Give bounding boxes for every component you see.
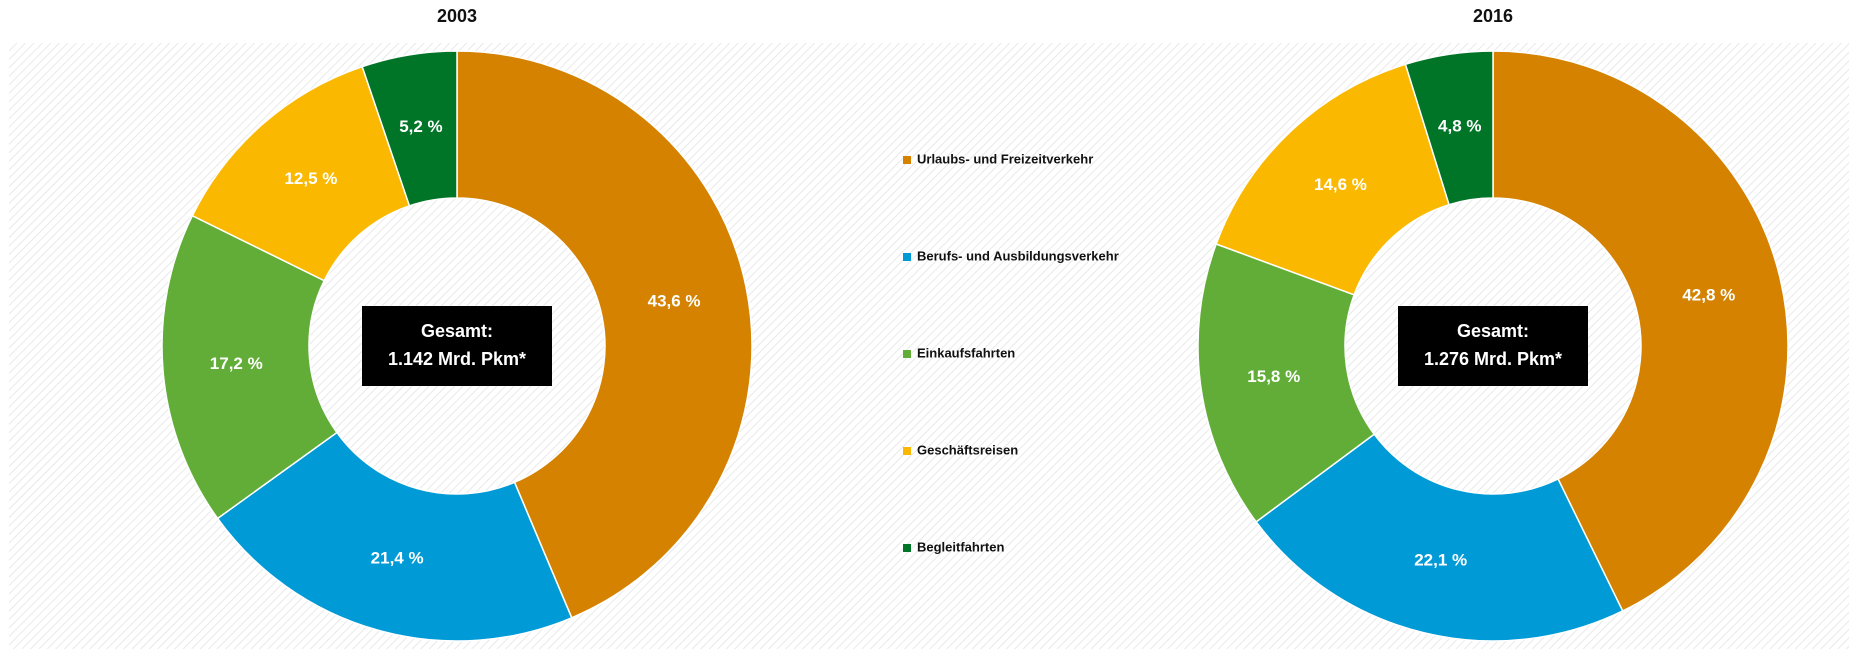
center-label: Gesamt: (1457, 321, 1529, 341)
value-label: 42,8 % (1682, 286, 1735, 305)
legend-label: Urlaubs- und Freizeitverkehr (917, 151, 1093, 166)
legend-label: Geschäftsreisen (917, 442, 1018, 457)
value-label: 4,8 % (1438, 116, 1481, 135)
value-label: 15,8 % (1247, 367, 1300, 386)
chart-title: 2003 (437, 6, 477, 26)
donut-slice (1255, 433, 1624, 642)
value-label: 17,2 % (210, 354, 263, 373)
donut-slice (1197, 243, 1376, 523)
donut-slice (1492, 50, 1789, 612)
donut-slice (456, 50, 753, 619)
legend-label: Berufs- und Ausbildungsverkehr (917, 248, 1119, 263)
donut-slice (191, 65, 411, 282)
chart-title: 2016 (1473, 6, 1513, 26)
value-label: 5,2 % (399, 117, 442, 136)
legend-label: Einkaufsfahrten (917, 345, 1015, 360)
donut-slice (1215, 63, 1451, 296)
value-label: 22,1 % (1414, 551, 1467, 570)
legend-label: Begleitfahrten (917, 539, 1004, 554)
value-label: 43,6 % (648, 292, 701, 311)
legend-swatch (903, 253, 911, 261)
donut-slice (161, 214, 338, 520)
value-label: 21,4 % (371, 549, 424, 568)
legend-swatch (903, 156, 911, 164)
center-box (362, 306, 552, 386)
value-label: 14,6 % (1314, 175, 1367, 194)
center-label: 1.142 Mrd. Pkm* (388, 349, 526, 369)
donut-slice (1404, 50, 1494, 206)
legend-swatch (903, 350, 911, 358)
donut-slice (361, 50, 458, 207)
center-label: Gesamt: (421, 321, 493, 341)
center-box (1398, 306, 1588, 386)
donut-slice (216, 431, 573, 642)
value-label: 12,5 % (284, 169, 337, 188)
legend-swatch (903, 447, 911, 455)
center-label: 1.276 Mrd. Pkm* (1424, 349, 1562, 369)
legend-swatch (903, 544, 911, 552)
